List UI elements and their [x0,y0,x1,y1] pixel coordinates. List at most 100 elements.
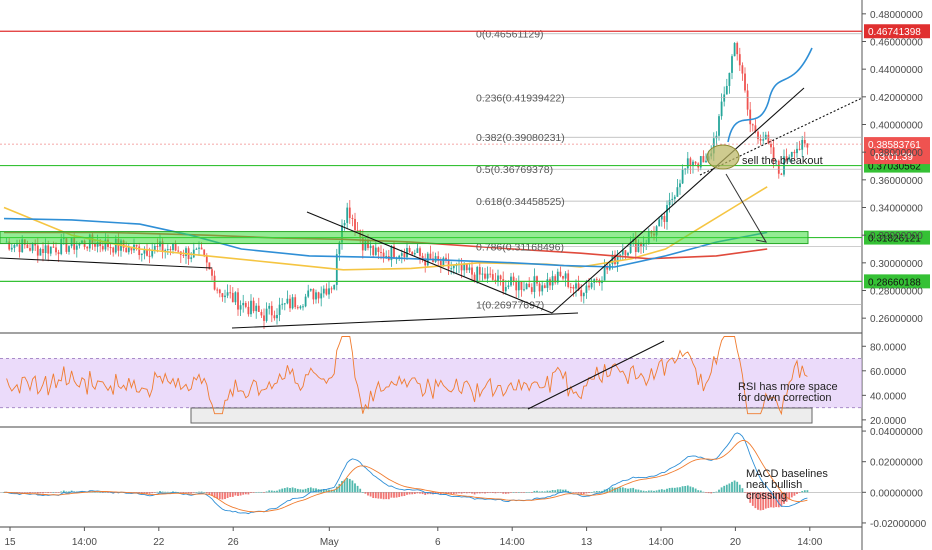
candle-body [31,242,34,251]
macd-histogram-bar [268,490,271,493]
macd-histogram-bar [52,492,55,493]
macd-histogram-bar [525,492,528,493]
macd-histogram-bar [247,492,250,495]
macd-histogram-bar [746,492,749,498]
candle-body [476,267,479,282]
candle-body [478,267,481,275]
macd-histogram-bar [551,490,554,493]
rsi-axis-tick-label: 20.0000 [870,416,907,427]
candle-body [798,148,801,150]
candle-body [252,300,255,312]
macd-histogram-bar [533,490,536,493]
macd-histogram-bar [445,492,447,494]
candle-body [322,288,325,294]
candle-body [452,265,455,269]
candle-body [278,304,281,315]
macd-histogram-bar [273,490,276,493]
macd-histogram-bar [146,492,148,494]
macd-histogram-bar [601,490,603,493]
macd-histogram-bar [546,490,549,493]
macd-histogram-bar [580,492,583,495]
macd-histogram-bar [614,487,616,493]
macd-histogram-bar [468,492,471,494]
time-axis-tick-label: 26 [228,537,240,548]
macd-histogram-bar [198,491,200,493]
macd-histogram-bar [502,492,505,494]
candle-body [268,305,271,309]
candle-body [471,267,473,275]
macd-histogram-bar [257,491,260,493]
macd-histogram-bar [179,492,182,493]
candle-body [556,271,559,283]
rsi-panel[interactable] [0,336,862,424]
macd-histogram-bar [278,489,281,493]
candle-body [699,156,702,168]
macd-histogram-bar [629,488,632,493]
macd-histogram-bar [260,492,263,493]
macd-histogram-bar [364,492,367,494]
candle-body [211,269,213,276]
candle-body [788,156,791,161]
macd-histogram-bar [403,492,406,497]
rsi-axis-tick-label: 80.0000 [870,342,907,353]
macd-histogram-bar [216,492,219,499]
macd-histogram-bar [169,491,172,493]
candle-body [10,247,13,250]
macd-histogram-bar [164,491,167,493]
candle-body [777,160,780,174]
candle-body [567,273,570,287]
macd-histogram-bar [289,488,291,493]
time-axis-tick-label: 15 [4,537,16,548]
macd-histogram-bar [556,489,559,493]
price-badge-label: 0.37030562 [868,162,921,173]
macd-histogram-bar [611,487,614,493]
candle-body [702,156,705,163]
macd-histogram-bar [270,490,273,493]
macd-histogram-bar [689,486,692,493]
macd-histogram-bar [143,492,146,494]
candle-body [499,275,502,280]
macd-histogram-bar [621,487,624,493]
macd-histogram-bar [3,492,5,493]
macd-histogram-bar [476,492,479,494]
candle-body [634,239,637,253]
macd-histogram-bar [554,490,557,493]
macd-histogram-bar [707,492,710,494]
price-panel[interactable]: 0(0.46561129) 0.236(0.41939422) 0.382(0.39… [0,29,863,330]
candle-body [546,279,549,288]
macd-histogram-bar [250,492,252,493]
candle-body [291,297,294,309]
macd-histogram-bar [572,492,575,493]
candle-body [749,109,752,125]
candle-body [377,247,380,252]
macd-histogram-bar [520,492,523,493]
macd-histogram-bar [528,491,531,493]
candle-body [151,250,154,257]
macd-panel[interactable] [0,432,862,515]
macd-histogram-bar [159,491,161,493]
macd-histogram-bar [372,492,375,499]
sell-breakout-annotation: sell the breakout [742,155,823,167]
candle-body [528,283,531,288]
macd-histogram-bar [772,492,775,508]
time-axis-tick-label: 14:00 [500,537,525,548]
macd-histogram-bar [507,492,510,494]
candle-body [746,90,749,110]
macd-histogram-bar [588,492,590,494]
macd-histogram-bar [42,492,44,494]
macd-histogram-bar [166,491,169,493]
macd-histogram-bar [26,492,29,493]
candle-body [590,282,593,288]
candle-body [218,289,221,294]
macd-histogram-bar [491,492,494,493]
macd-histogram-bar [803,490,806,493]
price-axis-tick-label: 0.34000000 [870,204,923,215]
macd-histogram-bar [213,492,216,498]
macd-histogram-bar [793,492,796,496]
price-axis-tick-label: 0.48000000 [870,10,923,21]
macd-histogram-bar [312,488,315,493]
candle-body [671,198,674,200]
candle-body [694,161,697,164]
price-axis-tick-label: 0.36000000 [870,176,923,187]
